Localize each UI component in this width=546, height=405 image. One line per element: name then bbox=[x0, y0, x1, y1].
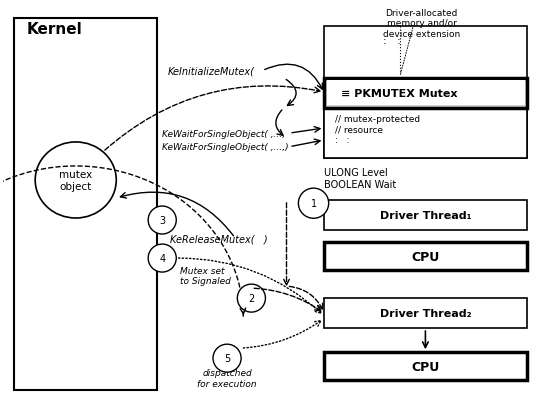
Text: KeReleaseMutex(   ): KeReleaseMutex( ) bbox=[170, 233, 268, 243]
Text: KeWaitForSingleObject( ,...,: KeWaitForSingleObject( ,..., bbox=[162, 129, 286, 138]
Text: CPU: CPU bbox=[411, 360, 440, 373]
Text: dispatched
for execution: dispatched for execution bbox=[197, 368, 257, 388]
Text: // mutex-protected
// resource
:   :: // mutex-protected // resource : : bbox=[335, 115, 420, 144]
Text: ULONG Level: ULONG Level bbox=[324, 168, 388, 177]
Bar bbox=[324, 200, 527, 230]
Text: BOOLEAN Wait: BOOLEAN Wait bbox=[324, 179, 396, 190]
Text: Mutex set
to Signaled: Mutex set to Signaled bbox=[180, 266, 231, 286]
Text: 3: 3 bbox=[159, 215, 165, 226]
Text: CPU: CPU bbox=[411, 250, 440, 263]
Ellipse shape bbox=[148, 245, 176, 273]
Text: ≡ PKMUTEX Mutex: ≡ PKMUTEX Mutex bbox=[341, 89, 457, 99]
Text: mutex
object: mutex object bbox=[59, 170, 92, 191]
Bar bbox=[324, 79, 527, 109]
Text: 5: 5 bbox=[224, 353, 230, 363]
Ellipse shape bbox=[213, 344, 241, 372]
Bar bbox=[324, 298, 527, 328]
Text: 2: 2 bbox=[248, 293, 254, 303]
Bar bbox=[14, 19, 157, 390]
Bar bbox=[324, 79, 527, 109]
Ellipse shape bbox=[35, 143, 116, 218]
Bar bbox=[324, 243, 527, 271]
Text: Driver Thread₁: Driver Thread₁ bbox=[379, 211, 471, 221]
Text: Driver Thread₂: Driver Thread₂ bbox=[379, 309, 471, 319]
Text: KeWaitForSingleObject( ,...,): KeWaitForSingleObject( ,...,) bbox=[162, 143, 289, 152]
Text: Driver-allocated
memory and/or
device extension: Driver-allocated memory and/or device ex… bbox=[383, 9, 460, 38]
Ellipse shape bbox=[299, 189, 329, 219]
Text: :   :: : : bbox=[383, 36, 401, 46]
Text: Kernel: Kernel bbox=[27, 22, 83, 37]
Bar bbox=[324, 27, 527, 159]
Ellipse shape bbox=[238, 284, 265, 312]
Bar bbox=[327, 81, 525, 106]
Ellipse shape bbox=[148, 207, 176, 234]
Bar bbox=[324, 352, 527, 380]
Text: KeInitializeMutex(: KeInitializeMutex( bbox=[168, 66, 254, 77]
Bar bbox=[324, 109, 527, 159]
Text: 4: 4 bbox=[159, 254, 165, 263]
Text: 1: 1 bbox=[311, 199, 317, 209]
